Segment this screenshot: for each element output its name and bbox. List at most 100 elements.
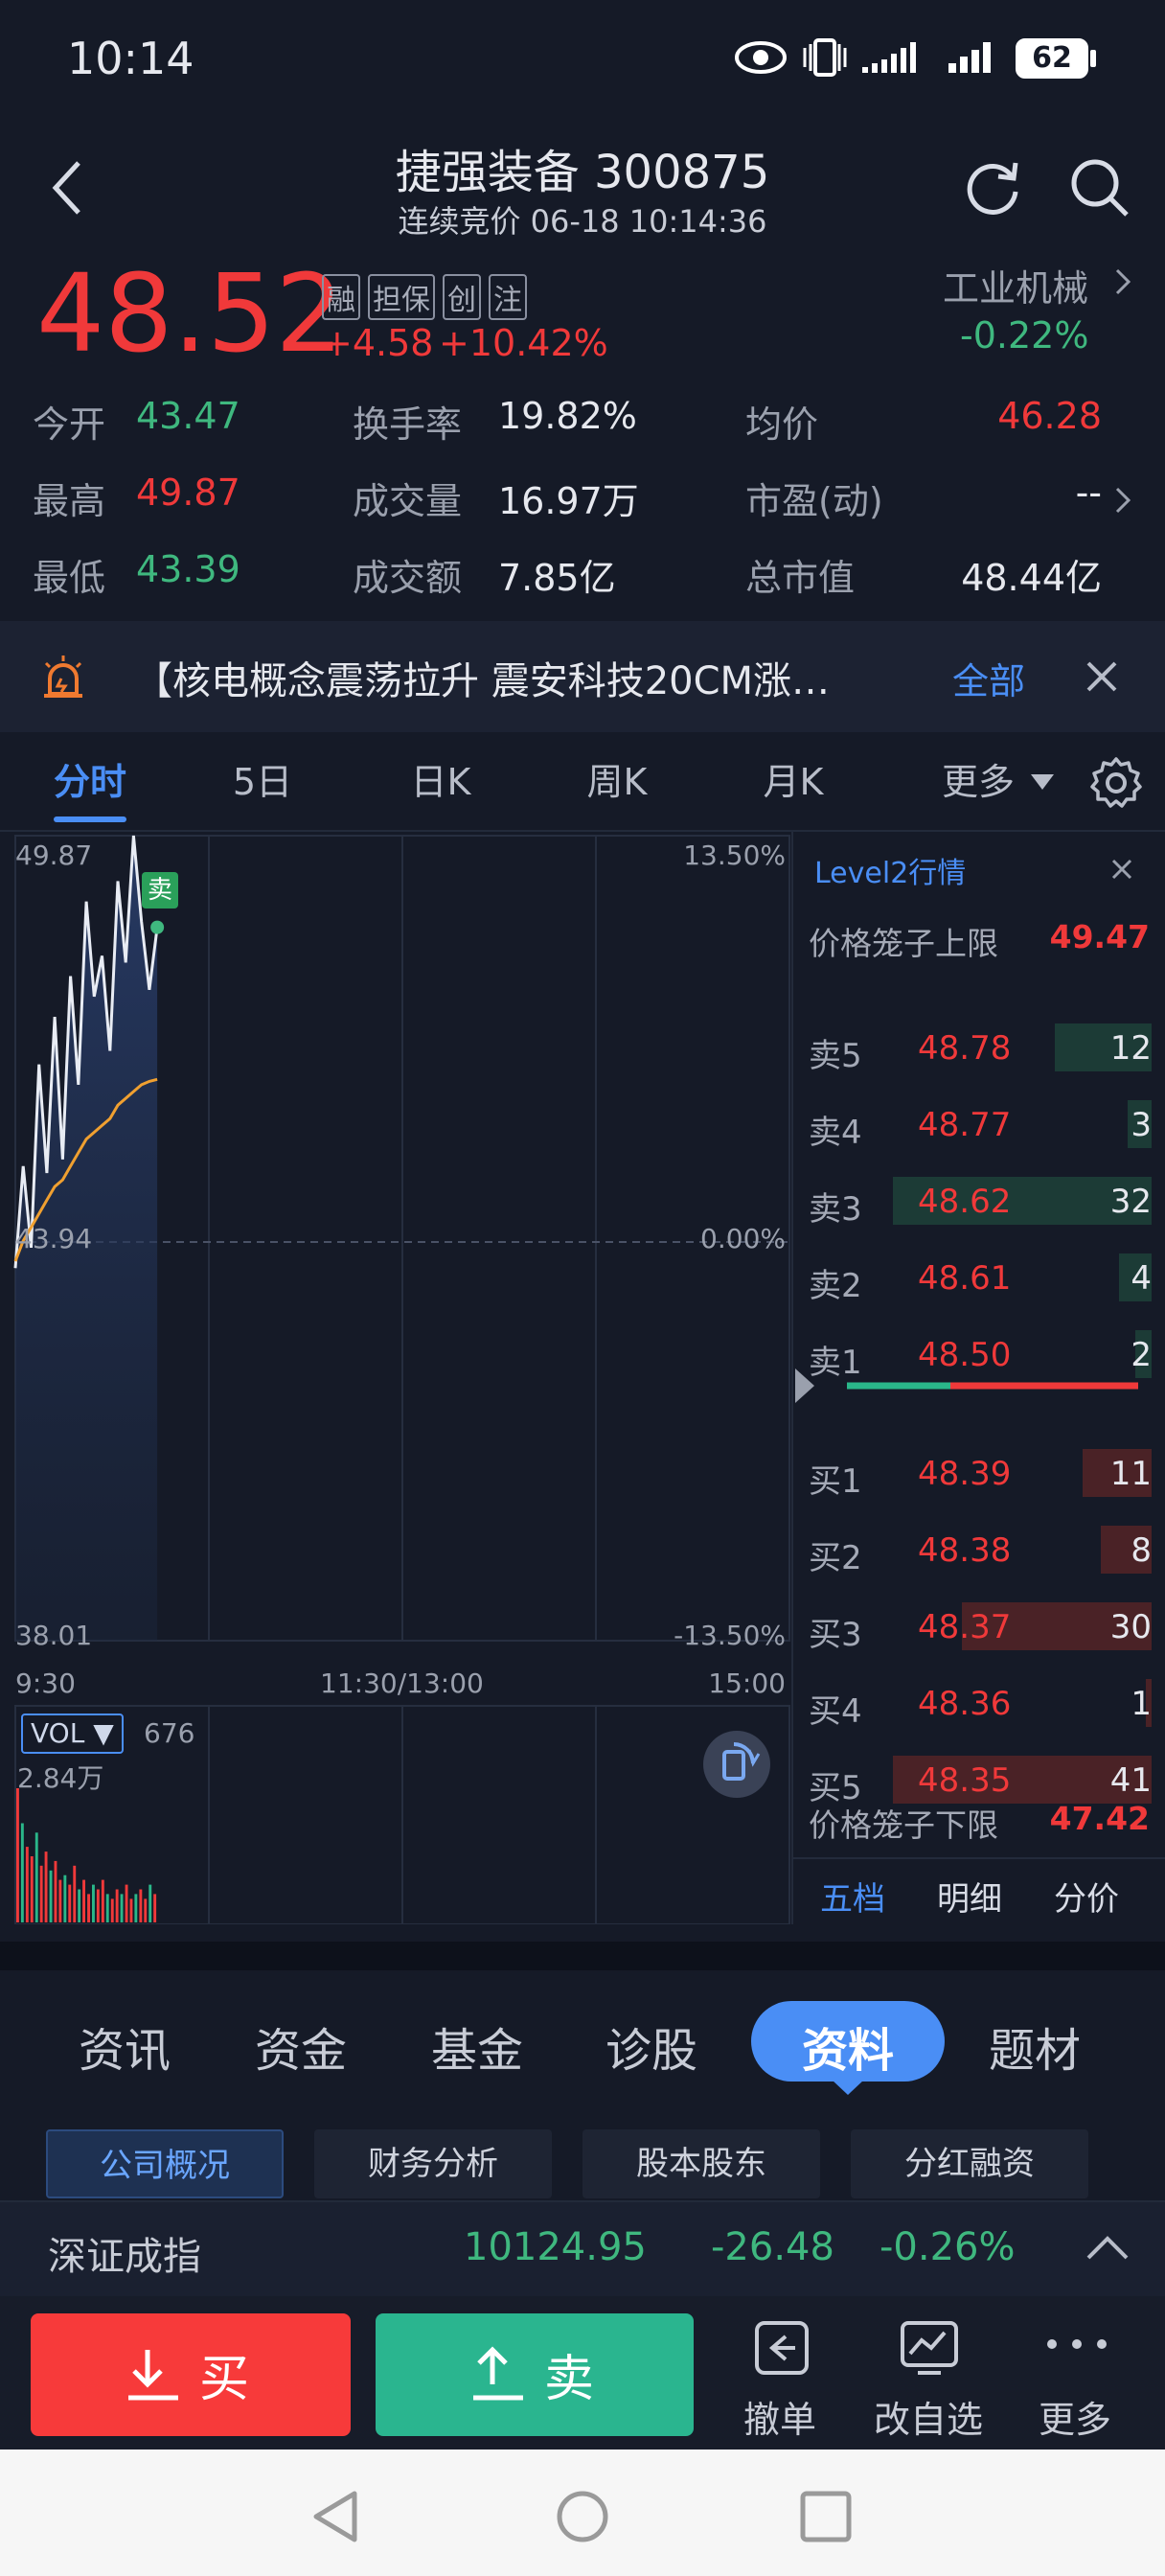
volume-bar bbox=[96, 1889, 100, 1922]
volume-bar bbox=[73, 1865, 77, 1922]
tab-daily[interactable]: 日K bbox=[410, 761, 471, 803]
index-ticker[interactable]: 深证成指 10124.95 -26.48 -0.26% bbox=[0, 2200, 1165, 2296]
tab-profile[interactable]: 资料 bbox=[801, 2024, 894, 2078]
stat-value-turnover: 19.82% bbox=[498, 395, 637, 437]
stat-value-volume: 16.97万 bbox=[498, 480, 639, 522]
page-title: 捷强装备 300875 bbox=[395, 146, 770, 199]
news-banner[interactable]: 【核电概念震荡拉升 震安科技20CM涨… 全部 bbox=[0, 621, 1165, 732]
ask-row[interactable]: 卖1 48.50 2 bbox=[793, 1317, 1165, 1393]
volume-bar bbox=[110, 1898, 114, 1922]
ask-volume: 32 bbox=[1109, 1183, 1152, 1221]
bid-level-label: 买2 bbox=[809, 1539, 862, 1577]
ask-volume: 2 bbox=[1131, 1336, 1152, 1374]
close-icon[interactable] bbox=[1085, 659, 1119, 694]
axis-pct-high: 13.50% bbox=[683, 840, 786, 871]
subtab-financial-analysis[interactable]: 财务分析 bbox=[314, 2129, 552, 2198]
battery-icon: 62 bbox=[1016, 38, 1088, 79]
more-button[interactable]: 更多 bbox=[1029, 2313, 1125, 2441]
ask-volume-bar bbox=[893, 1177, 1152, 1225]
cancel-order-button[interactable]: 撤单 bbox=[734, 2313, 830, 2441]
price-cage-upper-value: 49.47 bbox=[1049, 918, 1150, 955]
bid-row[interactable]: 买5 48.35 41 bbox=[793, 1742, 1165, 1819]
subtab-company-overview[interactable]: 公司概况 bbox=[46, 2129, 284, 2198]
sell-button[interactable]: 卖 bbox=[376, 2313, 694, 2436]
chart-svg bbox=[13, 835, 790, 1924]
chevron-up-icon[interactable] bbox=[1085, 2233, 1131, 2262]
bid-price: 48.37 bbox=[918, 1608, 1012, 1646]
subtab-dividends[interactable]: 分红融资 bbox=[851, 2129, 1088, 2198]
sell-label: 卖 bbox=[544, 2351, 595, 2408]
ask-row[interactable]: 卖2 48.61 4 bbox=[793, 1240, 1165, 1317]
volume-bar bbox=[44, 1852, 48, 1922]
sector-name[interactable]: 工业机械 bbox=[943, 267, 1089, 310]
badges: 融 担保 创 注 bbox=[322, 274, 527, 320]
bid-row[interactable]: 买3 48.37 30 bbox=[793, 1589, 1165, 1666]
news-headline[interactable]: 【核电概念震荡拉升 震安科技20CM涨… bbox=[134, 659, 831, 703]
edit-watchlist-icon bbox=[901, 2321, 958, 2375]
bid-volume-bar bbox=[1083, 1449, 1152, 1497]
sell-marker[interactable]: 卖 bbox=[142, 872, 178, 908]
level2-close-icon[interactable] bbox=[1109, 857, 1134, 882]
chart-tabs: 分时 5日 日K 周K 月K 更多 bbox=[0, 732, 1165, 832]
tab-price-dist[interactable]: 分价 bbox=[1054, 1880, 1119, 1919]
chevron-right-icon[interactable] bbox=[1111, 264, 1134, 299]
tab-profile-pill[interactable] bbox=[751, 2001, 945, 2082]
gear-icon[interactable] bbox=[1088, 755, 1144, 811]
tab-details[interactable]: 明细 bbox=[937, 1880, 1002, 1919]
news-all-link[interactable]: 全部 bbox=[952, 660, 1026, 702]
volume-bar bbox=[39, 1865, 43, 1922]
search-icon[interactable] bbox=[1069, 157, 1131, 218]
nav-back-icon[interactable] bbox=[308, 2488, 362, 2545]
edit-watchlist-button[interactable]: 改自选 bbox=[870, 2313, 989, 2441]
stock-header: 捷强装备 300875 连续竞价 06-18 10:14:36 bbox=[0, 119, 1165, 253]
bid-level-label: 买1 bbox=[809, 1462, 862, 1501]
axis-pct-low: -13.50% bbox=[674, 1620, 786, 1651]
tab-funds-flow[interactable]: 资金 bbox=[255, 2024, 348, 2078]
nav-home-icon[interactable] bbox=[554, 2488, 611, 2545]
bid-row[interactable]: 买2 48.38 8 bbox=[793, 1512, 1165, 1589]
vibrate-icon bbox=[803, 38, 847, 77]
expand-stats-icon[interactable] bbox=[1111, 483, 1134, 518]
rotate-screen-button[interactable] bbox=[703, 1731, 770, 1798]
axis-price-low: 38.01 bbox=[15, 1620, 93, 1651]
bid-row[interactable]: 买1 48.39 11 bbox=[793, 1436, 1165, 1512]
ask-price: 48.50 bbox=[918, 1336, 1012, 1374]
more-dots-icon bbox=[1047, 2339, 1107, 2349]
tab-five-levels[interactable]: 五档 bbox=[820, 1880, 885, 1919]
tab-diagnosis[interactable]: 诊股 bbox=[605, 2024, 698, 2078]
stat-label-pe: 市盈(动) bbox=[745, 480, 883, 522]
tab-monthly[interactable]: 月K bbox=[763, 761, 824, 803]
ask-row[interactable]: 卖3 48.62 32 bbox=[793, 1163, 1165, 1240]
tab-more[interactable]: 更多 bbox=[941, 761, 1015, 803]
stat-value-open: 43.47 bbox=[136, 395, 240, 437]
ask-row[interactable]: 卖5 48.78 12 bbox=[793, 1010, 1165, 1087]
signal-icon-2 bbox=[948, 42, 991, 73]
bid-row[interactable]: 买4 48.36 1 bbox=[793, 1666, 1165, 1742]
volume-bar bbox=[115, 1889, 119, 1922]
refresh-icon[interactable] bbox=[962, 157, 1023, 218]
tab-news[interactable]: 资讯 bbox=[79, 2024, 171, 2078]
volume-bar bbox=[78, 1889, 81, 1922]
index-change: -26.48 bbox=[711, 2225, 834, 2269]
volume-bar bbox=[139, 1889, 143, 1922]
section-separator bbox=[0, 1942, 1165, 1970]
bid-price: 48.36 bbox=[918, 1685, 1012, 1723]
caret-down-icon[interactable] bbox=[1029, 770, 1056, 794]
tab-5day[interactable]: 5日 bbox=[232, 761, 293, 803]
tab-weekly[interactable]: 周K bbox=[586, 761, 648, 803]
ask-volume-bar bbox=[1055, 1024, 1152, 1071]
back-icon[interactable] bbox=[48, 157, 86, 218]
intraday-chart[interactable]: 49.87 13.50% 43.94 0.00% 38.01 -13.50% 9… bbox=[0, 832, 791, 1924]
badge-registered: 注 bbox=[489, 274, 527, 320]
axis-price-high: 49.87 bbox=[15, 840, 93, 871]
axis-price-mid: 43.94 bbox=[15, 1223, 93, 1254]
nav-recents-icon[interactable] bbox=[799, 2490, 853, 2543]
tab-funds[interactable]: 基金 bbox=[431, 2024, 524, 2078]
tab-intraday[interactable]: 分时 bbox=[53, 761, 126, 803]
volume-bar bbox=[30, 1856, 34, 1922]
ask-row[interactable]: 卖4 48.77 3 bbox=[793, 1087, 1165, 1163]
buy-button[interactable]: 买 bbox=[31, 2313, 351, 2436]
tab-themes[interactable]: 题材 bbox=[989, 2024, 1082, 2078]
subtab-shareholders[interactable]: 股本股东 bbox=[582, 2129, 820, 2198]
vol-indicator-select[interactable]: VOL ▼ bbox=[21, 1714, 124, 1754]
